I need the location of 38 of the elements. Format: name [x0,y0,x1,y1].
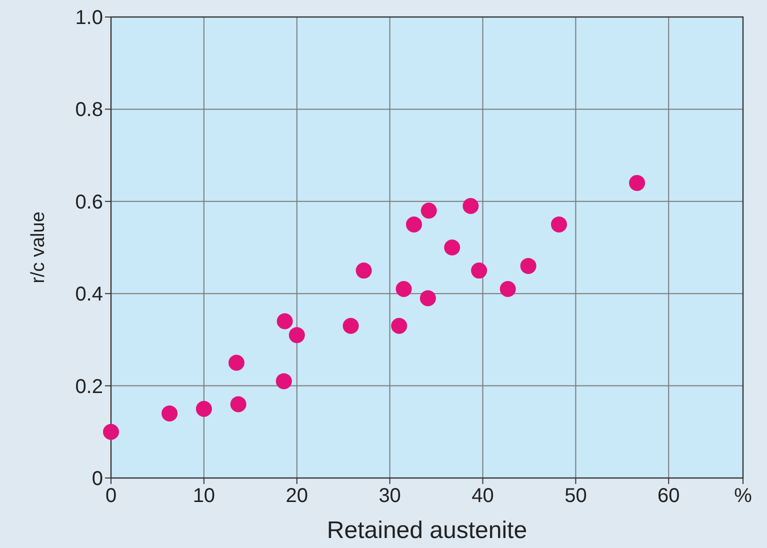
point [276,373,292,390]
point [420,202,437,219]
point [444,240,460,256]
point [196,400,212,417]
point [471,262,488,279]
point [520,258,536,274]
point [420,290,436,306]
y-tick-label: 1.0 [75,7,103,29]
point [230,396,246,412]
x-tick-label: 40 [472,485,494,507]
point [396,280,412,297]
point [356,262,372,279]
point [342,318,359,334]
x-tick-label: 60 [658,485,680,507]
point [629,174,646,191]
y-axis-title: r/c value [28,212,49,284]
point [103,424,119,440]
y-tick-label: 0 [92,468,103,490]
x-tick-label: 0 [105,485,117,507]
y-tick-label: 0.8 [75,99,103,122]
x-tick-label: % [734,485,752,507]
point [228,354,244,371]
point [391,318,408,334]
point [550,216,567,232]
x-tick-label: 20 [286,485,308,507]
x-axis-title: Retained austenite [326,517,528,544]
point [462,198,479,214]
y-tick-label: 0.6 [75,191,103,214]
point [406,216,422,232]
point [276,313,293,330]
x-tick-label: 10 [192,485,216,507]
point [162,405,178,422]
y-tick-label: 0.4 [75,284,103,306]
point [288,327,305,344]
y-tick-label: 0.2 [75,376,103,398]
x-tick-label: 30 [378,485,401,507]
x-tick-label: 50 [564,485,587,507]
point [500,280,516,297]
